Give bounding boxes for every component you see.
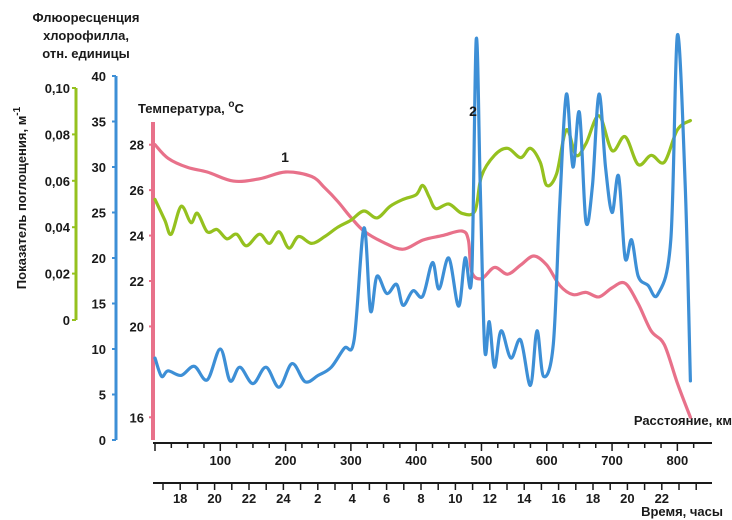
fluorescence-tick-label: 40 — [92, 69, 106, 84]
time-axis-title: Время, часы — [641, 504, 723, 519]
absorbance-axis-title-text: Показатель поглощения, м — [14, 116, 29, 290]
time-tick-label: 6 — [383, 491, 390, 506]
temperature-tick-label: 22 — [130, 274, 144, 289]
absorbance-ticks: 0 0,02 0,04 0,06 0,08 0,10 — [45, 81, 76, 328]
absorbance-axis-title: Показатель поглощения, м-1 — [12, 106, 29, 289]
temperature-axis-title: Температура, oC — [138, 99, 244, 116]
absorbance-tick-label: 0,04 — [45, 220, 71, 235]
time-tick-label: 12 — [483, 491, 497, 506]
temperature-tick-label: 28 — [130, 138, 144, 153]
time-tick-label: 20 — [207, 491, 221, 506]
distance-tick-label: 300 — [340, 453, 362, 468]
absorbance-axis-title-sup: -1 — [12, 106, 23, 115]
fluorescence-tick-label: 20 — [92, 251, 106, 266]
time-tick-label: 14 — [517, 491, 532, 506]
fluorescence-axis-title-line-3: отн. единицы — [42, 46, 129, 61]
fluorescence-tick-label: 5 — [99, 388, 106, 403]
series-label-1: 1 — [281, 149, 289, 165]
time-tick-label: 16 — [551, 491, 565, 506]
time-tick-label: 20 — [620, 491, 634, 506]
temperature-axis-title-sup: o — [228, 99, 234, 110]
annotation-layer: 12 — [281, 103, 477, 165]
temperature-axis-title-unit: C — [234, 101, 244, 116]
temperature-tick-label: 26 — [130, 183, 144, 198]
time-tick-label: 24 — [276, 491, 291, 506]
distance-tick-label: 600 — [536, 453, 558, 468]
time-tick-label: 4 — [349, 491, 357, 506]
absorbance-series — [153, 114, 692, 250]
fluorescence-tick-label: 10 — [92, 342, 106, 357]
temperature-tick-label: 24 — [130, 229, 145, 244]
absorbance-tick-label: 0,02 — [45, 267, 70, 282]
absorbance-tick-label: 0,10 — [45, 81, 70, 96]
absorbance-tick-label: 0,08 — [45, 127, 70, 142]
distance-tick-label: 400 — [405, 453, 427, 468]
distance-tick-label: 500 — [471, 453, 493, 468]
distance-axis-title: Расстояние, км — [634, 413, 732, 428]
time-tick-label: 22 — [655, 491, 669, 506]
fluorescence-series — [153, 33, 692, 389]
fluorescence-tick-label: 30 — [92, 160, 106, 175]
temperature-ticks: 16 20 22 24 26 28 — [130, 138, 153, 425]
series-layer — [153, 33, 692, 419]
time-tick-label: 10 — [448, 491, 462, 506]
time-tick-label: 18 — [586, 491, 600, 506]
fluorescence-tick-label: 15 — [92, 297, 106, 312]
absorbance-tick-label: 0,06 — [45, 174, 70, 189]
temperature-series — [153, 143, 692, 419]
distance-ticks: 100 200 300 400 500 600 700 800 — [154, 443, 695, 468]
temperature-tick-label: 16 — [130, 410, 144, 425]
fluorescence-tick-label: 35 — [92, 115, 106, 130]
fluorescence-ticks: 0 5 10 15 20 25 30 35 40 — [92, 69, 116, 448]
absorbance-tick-label: 0 — [63, 313, 70, 328]
time-ticks: 18 20 22 24 2 4 6 8 10 12 14 16 18 20 22 — [162, 483, 697, 506]
distance-tick-label: 200 — [275, 453, 297, 468]
series-label-2: 2 — [469, 103, 477, 119]
fluorescence-axis-title-line-1: Флюоресценция — [33, 10, 140, 25]
distance-tick-label: 800 — [667, 453, 689, 468]
time-tick-label: 8 — [417, 491, 424, 506]
distance-tick-label: 700 — [601, 453, 623, 468]
temperature-axis-title-text: Температура, — [138, 101, 228, 116]
fluorescence-tick-label: 0 — [99, 433, 106, 448]
time-tick-label: 2 — [314, 491, 321, 506]
fluorescence-axis-title-line-2: хлорофилла, — [43, 28, 129, 43]
temperature-tick-label: 20 — [130, 319, 144, 334]
fluorescence-tick-label: 25 — [92, 206, 106, 221]
distance-tick-label: 100 — [209, 453, 231, 468]
time-tick-label: 18 — [173, 491, 187, 506]
time-tick-label: 22 — [242, 491, 256, 506]
